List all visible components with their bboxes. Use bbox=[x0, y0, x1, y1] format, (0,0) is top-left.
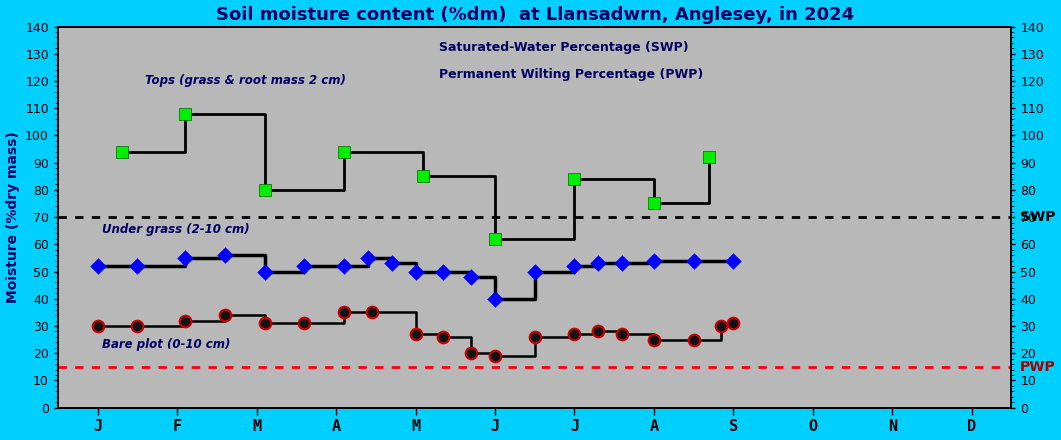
Point bbox=[176, 110, 193, 117]
Point bbox=[701, 154, 718, 161]
Text: Permanent Wilting Percentage (PWP): Permanent Wilting Percentage (PWP) bbox=[439, 68, 703, 81]
Point bbox=[114, 148, 131, 155]
Point bbox=[566, 263, 582, 270]
Point bbox=[256, 186, 273, 193]
Point bbox=[256, 320, 273, 327]
Point bbox=[645, 200, 662, 207]
Point bbox=[463, 273, 480, 280]
Point bbox=[335, 309, 352, 316]
Point bbox=[590, 260, 607, 267]
Text: Bare plot (0-10 cm): Bare plot (0-10 cm) bbox=[102, 338, 230, 351]
Point bbox=[335, 148, 352, 155]
Point bbox=[296, 320, 313, 327]
Point bbox=[645, 336, 662, 343]
Point bbox=[296, 263, 313, 270]
Point bbox=[216, 252, 233, 259]
Point bbox=[685, 257, 702, 264]
Point bbox=[487, 295, 504, 302]
Point bbox=[725, 320, 742, 327]
Point bbox=[463, 350, 480, 357]
Point bbox=[176, 317, 193, 324]
Point bbox=[383, 260, 400, 267]
Point bbox=[360, 254, 377, 261]
Y-axis label: Moisture (%dry mass): Moisture (%dry mass) bbox=[5, 131, 19, 303]
Point bbox=[487, 352, 504, 359]
Point bbox=[335, 263, 352, 270]
Point bbox=[566, 330, 582, 337]
Point bbox=[713, 323, 730, 330]
Point bbox=[590, 328, 607, 335]
Point bbox=[415, 173, 432, 180]
Point bbox=[526, 268, 543, 275]
Point bbox=[216, 312, 233, 319]
Point bbox=[256, 268, 273, 275]
Text: PWP: PWP bbox=[1020, 360, 1056, 374]
Point bbox=[407, 330, 424, 337]
Point bbox=[129, 323, 146, 330]
Point bbox=[129, 263, 146, 270]
Point bbox=[566, 176, 582, 183]
Point bbox=[613, 330, 630, 337]
Point bbox=[613, 260, 630, 267]
Point bbox=[685, 336, 702, 343]
Point bbox=[526, 334, 543, 341]
Point bbox=[89, 263, 106, 270]
Text: Tops (grass & root mass 2 cm): Tops (grass & root mass 2 cm) bbox=[145, 73, 346, 87]
Point bbox=[176, 254, 193, 261]
Point bbox=[407, 268, 424, 275]
Text: SWP: SWP bbox=[1020, 210, 1056, 224]
Point bbox=[725, 257, 742, 264]
Text: Saturated-Water Percentage (SWP): Saturated-Water Percentage (SWP) bbox=[439, 41, 689, 54]
Point bbox=[363, 309, 380, 316]
Point bbox=[435, 268, 452, 275]
Point bbox=[89, 323, 106, 330]
Text: Under grass (2-10 cm): Under grass (2-10 cm) bbox=[102, 224, 249, 236]
Point bbox=[645, 257, 662, 264]
Point bbox=[487, 235, 504, 242]
Point bbox=[435, 334, 452, 341]
Title: Soil moisture content (%dm)  at Llansadwrn, Anglesey, in 2024: Soil moisture content (%dm) at Llansadwr… bbox=[215, 6, 854, 24]
